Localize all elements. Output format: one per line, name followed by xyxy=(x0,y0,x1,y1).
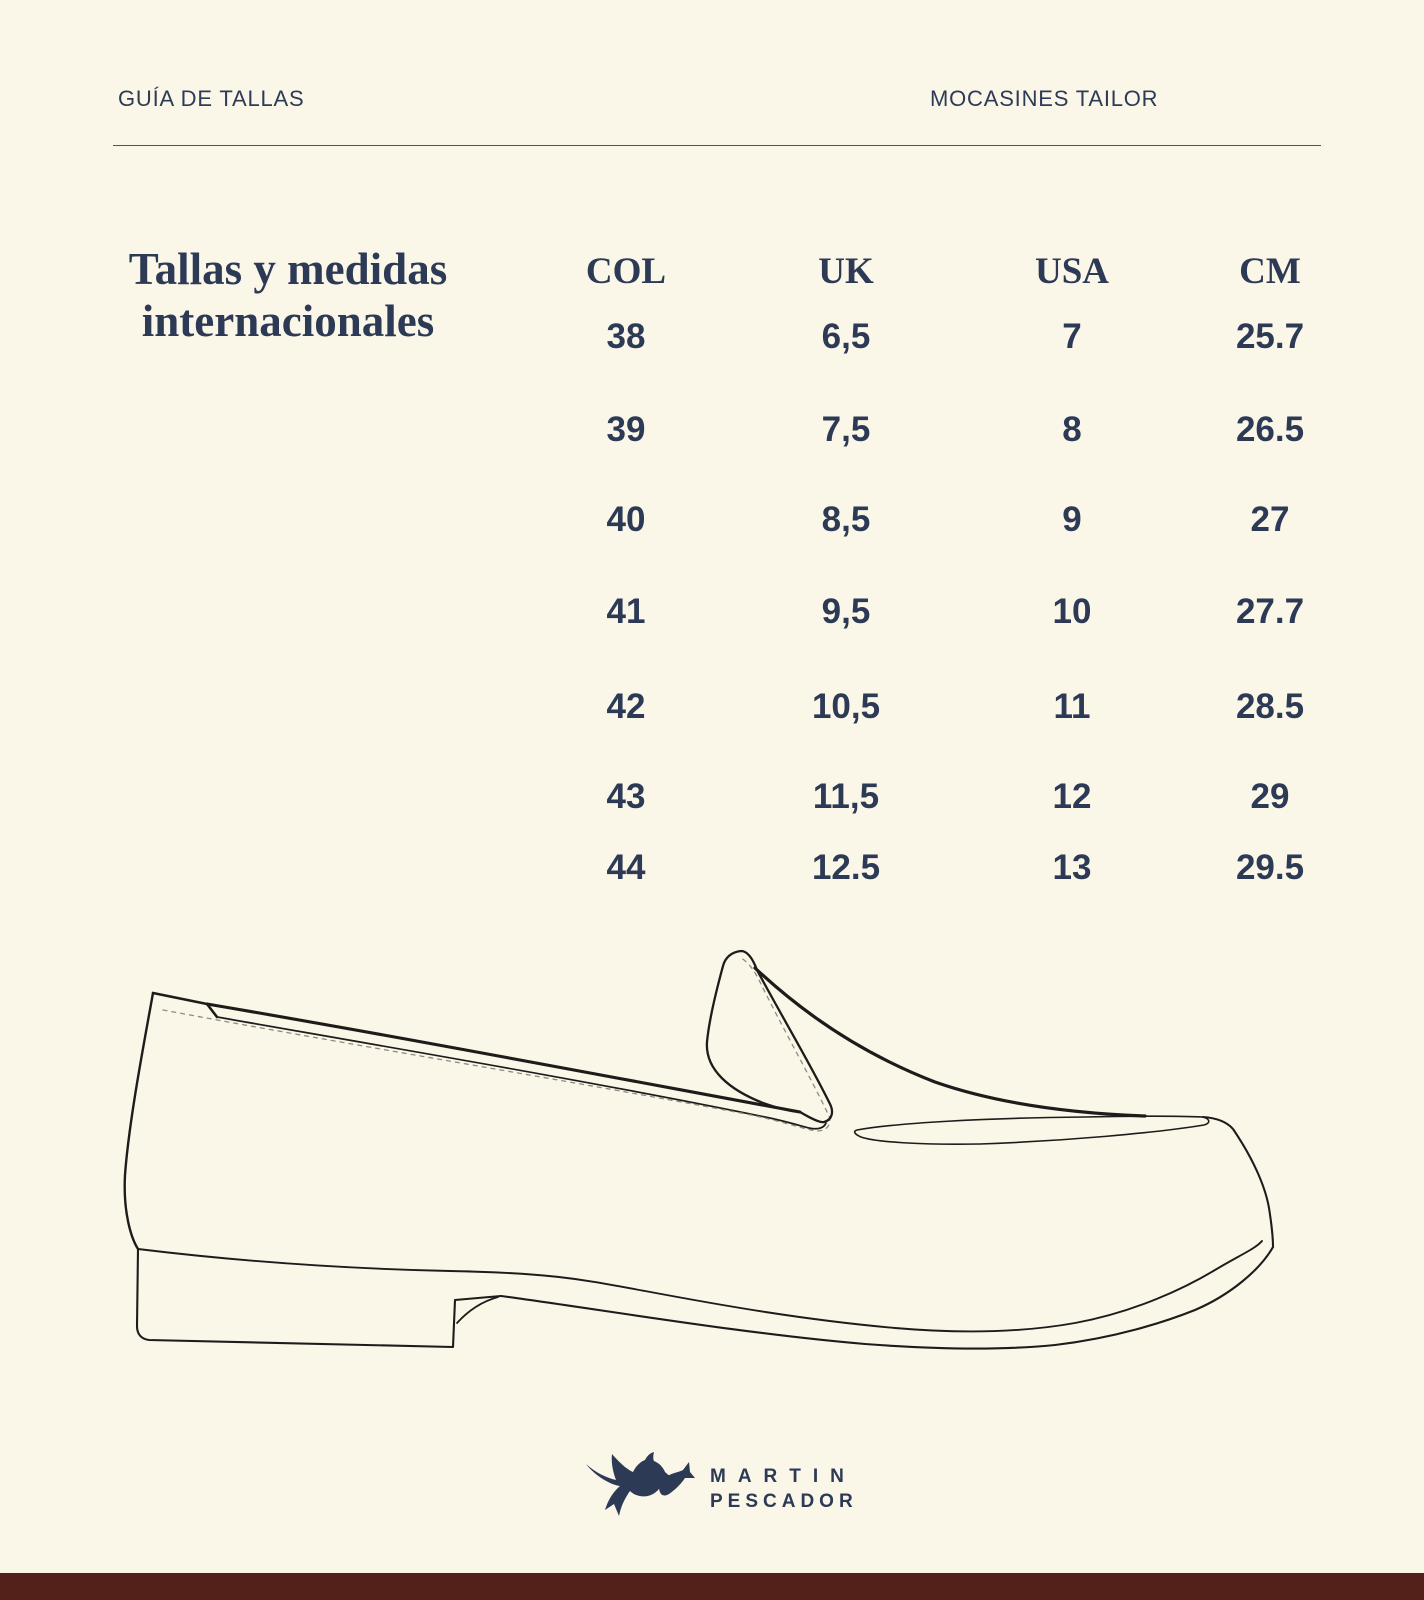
shoe-toe-seam xyxy=(853,1115,1210,1145)
shoe-toe-edge xyxy=(1201,1115,1275,1249)
table-row: 44 12.5 13 29.5 xyxy=(517,844,1353,892)
brand-name-line2: PESCADOR xyxy=(710,1491,858,1512)
cell-usa: 7 xyxy=(1062,317,1082,356)
cell-col: 42 xyxy=(606,687,646,726)
cell-col: 38 xyxy=(606,317,646,356)
shoe-heel-breast-curve xyxy=(456,1296,499,1324)
col-header-cm: CM xyxy=(1239,251,1301,292)
cell-uk: 6,5 xyxy=(821,317,871,356)
cell-usa: 10 xyxy=(1052,592,1092,631)
table-row: 38 6,5 7 25.7 xyxy=(517,313,1353,361)
cell-usa: 11 xyxy=(1053,687,1091,726)
cell-cm: 26.5 xyxy=(1235,410,1305,449)
shoe-sole-bottom xyxy=(499,1245,1275,1350)
shoe-back-edge xyxy=(123,991,155,1251)
cell-col: 39 xyxy=(606,410,646,449)
size-table: COL UK USA CM 38 6,5 7 25.7 39 7,5 8 26.… xyxy=(517,240,1353,920)
col-header-uk: UK xyxy=(818,251,874,292)
product-name: MOCASINES TAILOR xyxy=(930,86,1159,111)
page-title-line1: Tallas y medidas xyxy=(128,244,448,294)
cell-cm: 28.5 xyxy=(1235,687,1305,726)
cell-cm: 29.5 xyxy=(1235,848,1305,887)
shoe-stitch-dashed xyxy=(162,957,831,1132)
brand-wordmark: MARTIN PESCADOR xyxy=(710,1466,858,1513)
shoe-vamp-diagonal xyxy=(753,966,1147,1118)
cell-usa: 8 xyxy=(1062,410,1082,449)
kingfisher-with-fish-icon xyxy=(586,1452,695,1516)
size-table-header-row: COL UK USA CM xyxy=(517,248,1353,296)
shoe-vamp-spike xyxy=(705,949,834,1124)
page-title-line2: internacionales xyxy=(141,296,435,346)
cell-cm: 27.7 xyxy=(1235,592,1305,631)
cell-col: 44 xyxy=(606,848,646,887)
cell-cm: 25.7 xyxy=(1235,317,1305,356)
cell-uk: 11,5 xyxy=(812,777,880,816)
page-title: Tallas y medidas internacionales xyxy=(106,243,470,347)
cell-col: 43 xyxy=(606,777,646,816)
cell-usa: 12 xyxy=(1052,777,1092,816)
page-eyebrow-left: GUÍA DE TALLAS xyxy=(118,86,305,111)
header-divider xyxy=(113,145,1321,146)
col-header-col: COL xyxy=(585,251,667,292)
shoe-topline-outer xyxy=(205,1002,802,1114)
cell-usa: 13 xyxy=(1052,848,1092,887)
cell-uk: 8,5 xyxy=(821,500,871,539)
loafer-illustration xyxy=(123,949,1275,1350)
table-row: 41 9,5 10 27.7 xyxy=(517,588,1353,636)
shoe-heel-block xyxy=(135,1247,503,1349)
shoe-welt-line xyxy=(137,1240,1263,1333)
cell-usa: 9 xyxy=(1062,500,1082,539)
cell-cm: 27 xyxy=(1250,500,1290,539)
table-row: 39 7,5 8 26.5 xyxy=(517,406,1353,454)
table-row: 40 8,5 9 27 xyxy=(517,496,1353,544)
table-row: 42 10,5 11 28.5 xyxy=(517,683,1353,731)
cell-uk: 7,5 xyxy=(821,410,871,449)
cell-col: 41 xyxy=(606,592,646,631)
table-row: 43 11,5 12 29 xyxy=(517,773,1353,821)
cell-uk: 9,5 xyxy=(821,592,871,631)
col-header-usa: USA xyxy=(1034,251,1110,292)
shoe-topline-inner xyxy=(216,1016,827,1130)
cell-uk: 12.5 xyxy=(811,848,881,887)
cell-uk: 10,5 xyxy=(811,687,881,726)
cell-col: 40 xyxy=(606,500,646,539)
cell-cm: 29 xyxy=(1250,777,1290,816)
brand-name-line1: MARTIN xyxy=(710,1466,856,1487)
footer-accent-bar xyxy=(0,1573,1424,1600)
